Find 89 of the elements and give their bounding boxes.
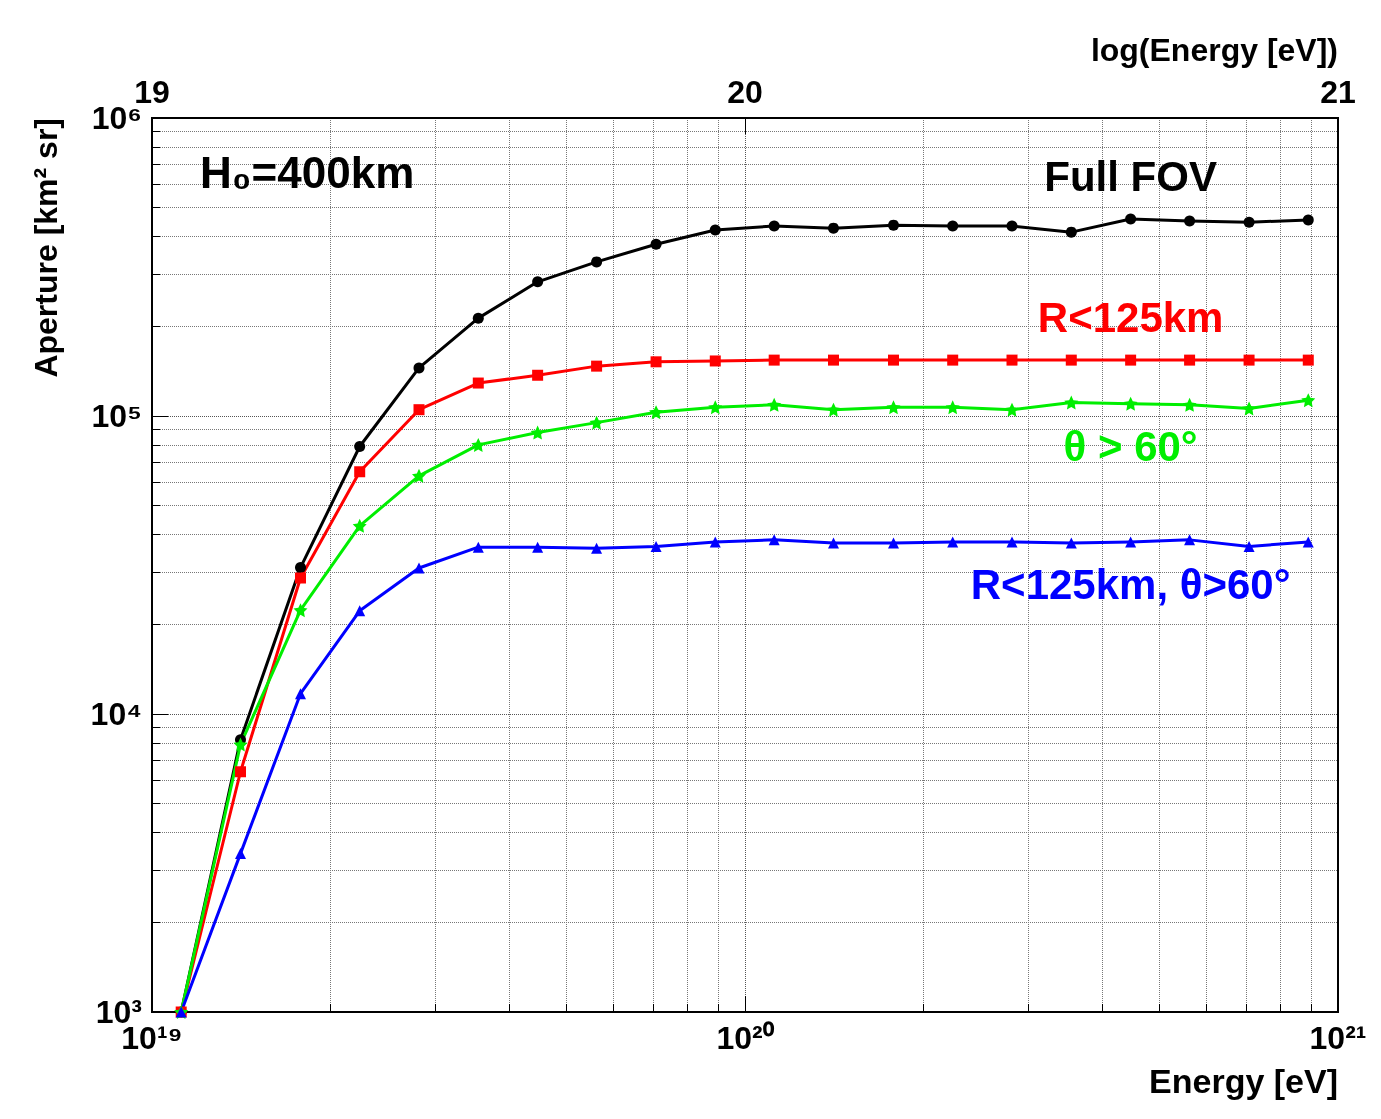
x-tick-label: 10²¹	[1309, 1020, 1367, 1056]
point	[1065, 537, 1077, 549]
point	[532, 369, 544, 381]
point	[886, 400, 901, 415]
point	[472, 377, 484, 389]
point	[1243, 354, 1255, 366]
point	[709, 224, 721, 236]
point	[650, 356, 662, 368]
point	[947, 220, 959, 232]
point	[767, 397, 782, 412]
point	[295, 562, 306, 574]
point	[295, 572, 306, 584]
point	[354, 441, 366, 452]
y-tick-label: 10⁵	[91, 398, 142, 434]
x2-axis-title: log(Energy [eV])	[1090, 32, 1338, 68]
point	[1006, 354, 1018, 366]
point	[234, 766, 246, 778]
point	[413, 362, 425, 374]
point	[709, 536, 721, 548]
point	[1125, 354, 1137, 366]
series-label: R<125km	[1037, 293, 1224, 341]
point	[827, 354, 839, 366]
point	[947, 536, 959, 548]
point	[888, 219, 899, 231]
point	[945, 400, 960, 415]
point	[768, 220, 780, 232]
point	[354, 605, 366, 617]
point	[827, 537, 839, 549]
point	[1064, 395, 1079, 410]
point	[1005, 402, 1019, 417]
point	[530, 425, 545, 440]
point	[768, 534, 780, 546]
point	[472, 312, 484, 324]
point	[233, 737, 248, 752]
point	[532, 276, 544, 288]
point	[1125, 536, 1137, 548]
point	[888, 354, 899, 366]
point	[1243, 540, 1255, 552]
point	[650, 238, 662, 250]
x2-tick-label: 20	[727, 74, 763, 110]
point	[354, 466, 366, 478]
point	[234, 848, 246, 860]
point	[1302, 536, 1314, 548]
point	[650, 540, 662, 552]
point	[709, 355, 721, 367]
point	[888, 537, 899, 549]
point	[828, 222, 839, 234]
point	[1065, 354, 1077, 366]
point	[413, 404, 425, 416]
point	[1184, 354, 1196, 366]
point	[1123, 396, 1138, 411]
x-tick-label: 10²⁰	[716, 1020, 775, 1056]
point	[1302, 214, 1314, 226]
point	[768, 354, 780, 366]
point	[1125, 213, 1137, 225]
point	[1006, 536, 1018, 548]
point	[1006, 220, 1018, 232]
series-label: Full FOV	[1044, 152, 1217, 200]
annotation: H₀=400km	[200, 147, 415, 197]
point	[472, 541, 484, 553]
point	[471, 437, 486, 452]
x-axis-title: Energy [eV]	[1149, 1062, 1338, 1100]
point	[413, 562, 425, 574]
point	[591, 256, 603, 268]
series-label: θ > 60°	[1063, 423, 1198, 471]
point	[412, 468, 426, 483]
point	[1242, 401, 1257, 416]
point	[826, 402, 841, 417]
y-axis-title: Aperture [km² sr]	[28, 118, 64, 378]
x2-tick-label: 21	[1320, 74, 1356, 110]
point	[591, 542, 603, 554]
point	[293, 603, 308, 618]
point	[649, 405, 664, 420]
point	[1184, 534, 1196, 546]
point	[1302, 354, 1314, 366]
point	[589, 415, 604, 430]
point	[532, 541, 544, 553]
point	[1182, 397, 1197, 412]
point	[1243, 216, 1255, 228]
y-tick-label: 10⁴	[90, 696, 142, 732]
series-label: R<125km, θ>60°	[970, 561, 1291, 609]
point	[708, 400, 723, 415]
point	[1301, 393, 1316, 408]
point	[947, 354, 959, 366]
point	[295, 688, 306, 700]
point	[1184, 215, 1196, 227]
point	[352, 518, 367, 533]
point	[591, 360, 603, 372]
point	[1065, 226, 1077, 238]
